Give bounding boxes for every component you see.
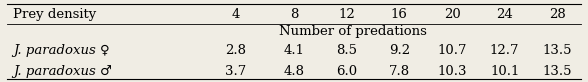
- Text: 10.7: 10.7: [437, 44, 467, 57]
- Text: 10.3: 10.3: [437, 65, 467, 78]
- Text: Prey density: Prey density: [13, 8, 96, 21]
- Text: Number of predations: Number of predations: [279, 25, 426, 38]
- Text: 4.1: 4.1: [283, 44, 305, 57]
- Text: 12.7: 12.7: [490, 44, 519, 57]
- Text: 7.8: 7.8: [389, 65, 410, 78]
- Text: 12: 12: [338, 8, 355, 21]
- Text: 13.5: 13.5: [543, 65, 572, 78]
- Text: 8: 8: [290, 8, 298, 21]
- Text: J. paradoxus ♀: J. paradoxus ♀: [13, 44, 110, 57]
- Text: 24: 24: [496, 8, 513, 21]
- Text: 16: 16: [391, 8, 407, 21]
- Text: 4.8: 4.8: [283, 65, 305, 78]
- Text: 8.5: 8.5: [336, 44, 357, 57]
- Text: J. paradoxus ♂: J. paradoxus ♂: [13, 65, 112, 78]
- Text: 10.1: 10.1: [490, 65, 519, 78]
- Text: 20: 20: [443, 8, 460, 21]
- Text: 4: 4: [231, 8, 240, 21]
- Text: 2.8: 2.8: [225, 44, 246, 57]
- Text: 13.5: 13.5: [543, 44, 572, 57]
- Text: 6.0: 6.0: [336, 65, 358, 78]
- Text: 28: 28: [549, 8, 566, 21]
- Text: 3.7: 3.7: [225, 65, 246, 78]
- Text: 9.2: 9.2: [389, 44, 410, 57]
